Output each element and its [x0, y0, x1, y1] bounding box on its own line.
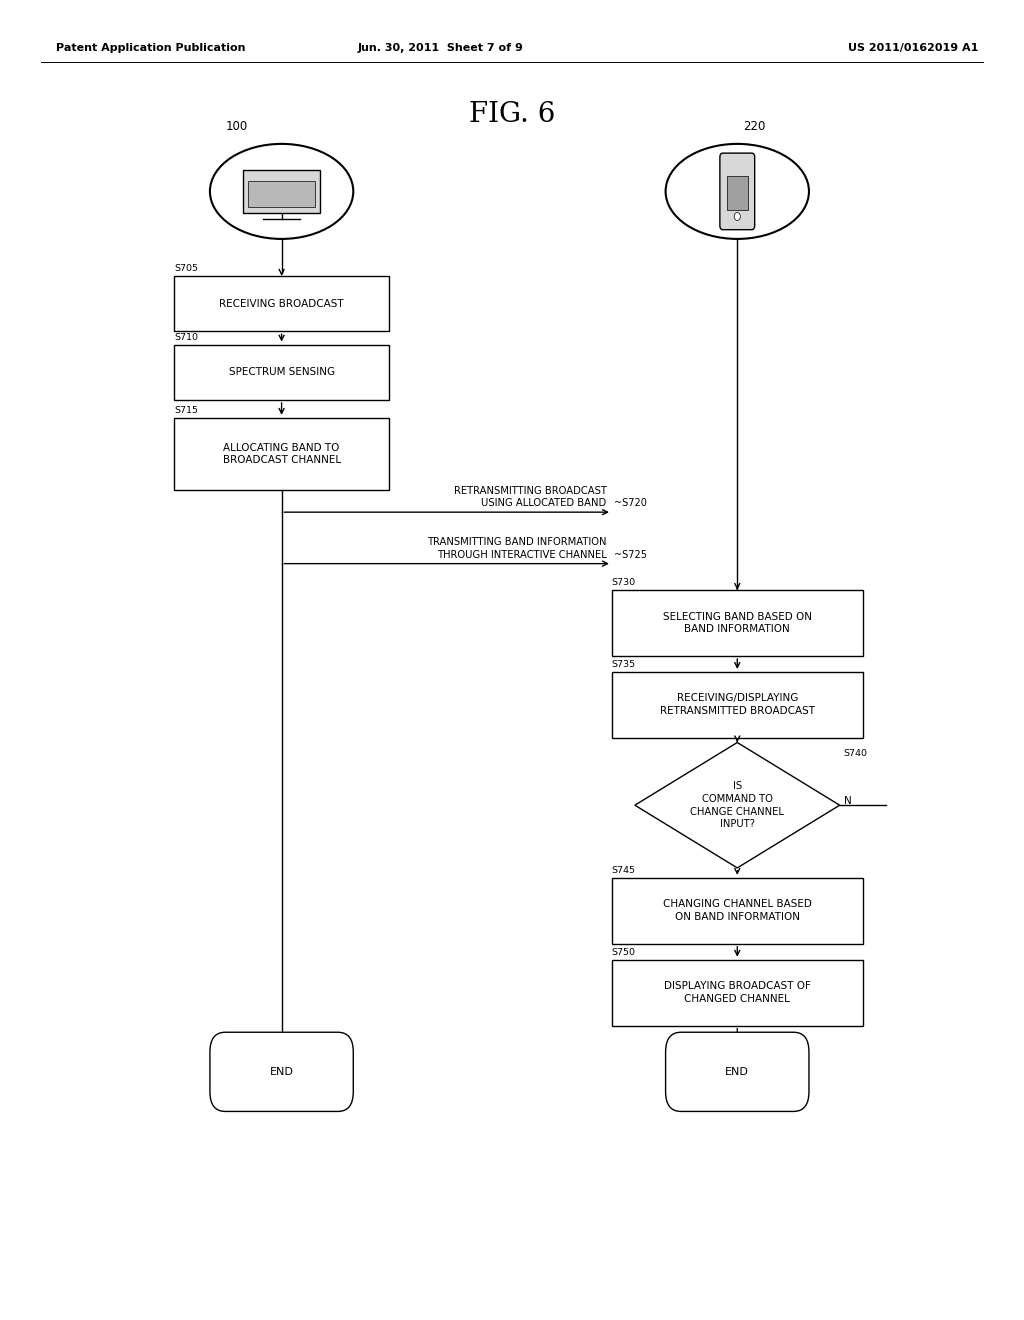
- Bar: [244, 170, 319, 213]
- Text: CHANGING CHANNEL BASED
ON BAND INFORMATION: CHANGING CHANNEL BASED ON BAND INFORMATI…: [663, 899, 812, 923]
- Text: N: N: [844, 796, 852, 807]
- Bar: [611, 960, 862, 1026]
- Text: IS
COMMAND TO
CHANGE CHANNEL
INPUT?: IS COMMAND TO CHANGE CHANNEL INPUT?: [690, 781, 784, 829]
- Bar: [727, 176, 748, 210]
- Text: S705: S705: [174, 264, 198, 273]
- Text: S730: S730: [611, 578, 636, 587]
- Text: 220: 220: [743, 120, 766, 133]
- Text: SELECTING BAND BASED ON
BAND INFORMATION: SELECTING BAND BASED ON BAND INFORMATION: [663, 611, 812, 635]
- FancyBboxPatch shape: [666, 1032, 809, 1111]
- Text: RECEIVING/DISPLAYING
RETRANSMITTED BROADCAST: RECEIVING/DISPLAYING RETRANSMITTED BROAD…: [659, 693, 815, 717]
- Text: ~S725: ~S725: [613, 549, 647, 560]
- Text: S750: S750: [611, 948, 636, 957]
- Polygon shape: [635, 742, 840, 869]
- FancyBboxPatch shape: [720, 153, 755, 230]
- Text: SPECTRUM SENSING: SPECTRUM SENSING: [228, 367, 335, 378]
- Circle shape: [734, 213, 740, 220]
- Text: DISPLAYING BROADCAST OF
CHANGED CHANNEL: DISPLAYING BROADCAST OF CHANGED CHANNEL: [664, 981, 811, 1005]
- Text: TRANSMITTING BAND INFORMATION
THROUGH INTERACTIVE CHANNEL: TRANSMITTING BAND INFORMATION THROUGH IN…: [427, 537, 606, 560]
- Text: 100: 100: [225, 120, 248, 133]
- Text: FIG. 6: FIG. 6: [469, 102, 555, 128]
- Ellipse shape: [666, 144, 809, 239]
- Text: ALLOCATING BAND TO
BROADCAST CHANNEL: ALLOCATING BAND TO BROADCAST CHANNEL: [222, 442, 341, 466]
- Bar: [611, 590, 862, 656]
- Bar: [174, 276, 389, 331]
- Text: RECEIVING BROADCAST: RECEIVING BROADCAST: [219, 298, 344, 309]
- FancyBboxPatch shape: [210, 1032, 353, 1111]
- Text: Jun. 30, 2011  Sheet 7 of 9: Jun. 30, 2011 Sheet 7 of 9: [357, 42, 523, 53]
- Text: US 2011/0162019 A1: US 2011/0162019 A1: [848, 42, 978, 53]
- Bar: [611, 878, 862, 944]
- Bar: [611, 672, 862, 738]
- Text: END: END: [725, 1067, 750, 1077]
- Bar: [249, 181, 315, 207]
- Text: ~S720: ~S720: [613, 498, 647, 508]
- Text: S745: S745: [611, 866, 636, 875]
- Bar: [174, 417, 389, 490]
- Text: S715: S715: [174, 407, 198, 414]
- Bar: [174, 345, 389, 400]
- Text: Y: Y: [724, 882, 730, 891]
- Ellipse shape: [210, 144, 353, 239]
- Text: END: END: [269, 1067, 294, 1077]
- Text: RETRANSMITTING BROADCAST
USING ALLOCATED BAND: RETRANSMITTING BROADCAST USING ALLOCATED…: [454, 486, 606, 508]
- Text: S740: S740: [844, 750, 867, 758]
- Text: S710: S710: [174, 333, 198, 342]
- Text: Patent Application Publication: Patent Application Publication: [56, 42, 246, 53]
- Text: S735: S735: [611, 660, 636, 669]
